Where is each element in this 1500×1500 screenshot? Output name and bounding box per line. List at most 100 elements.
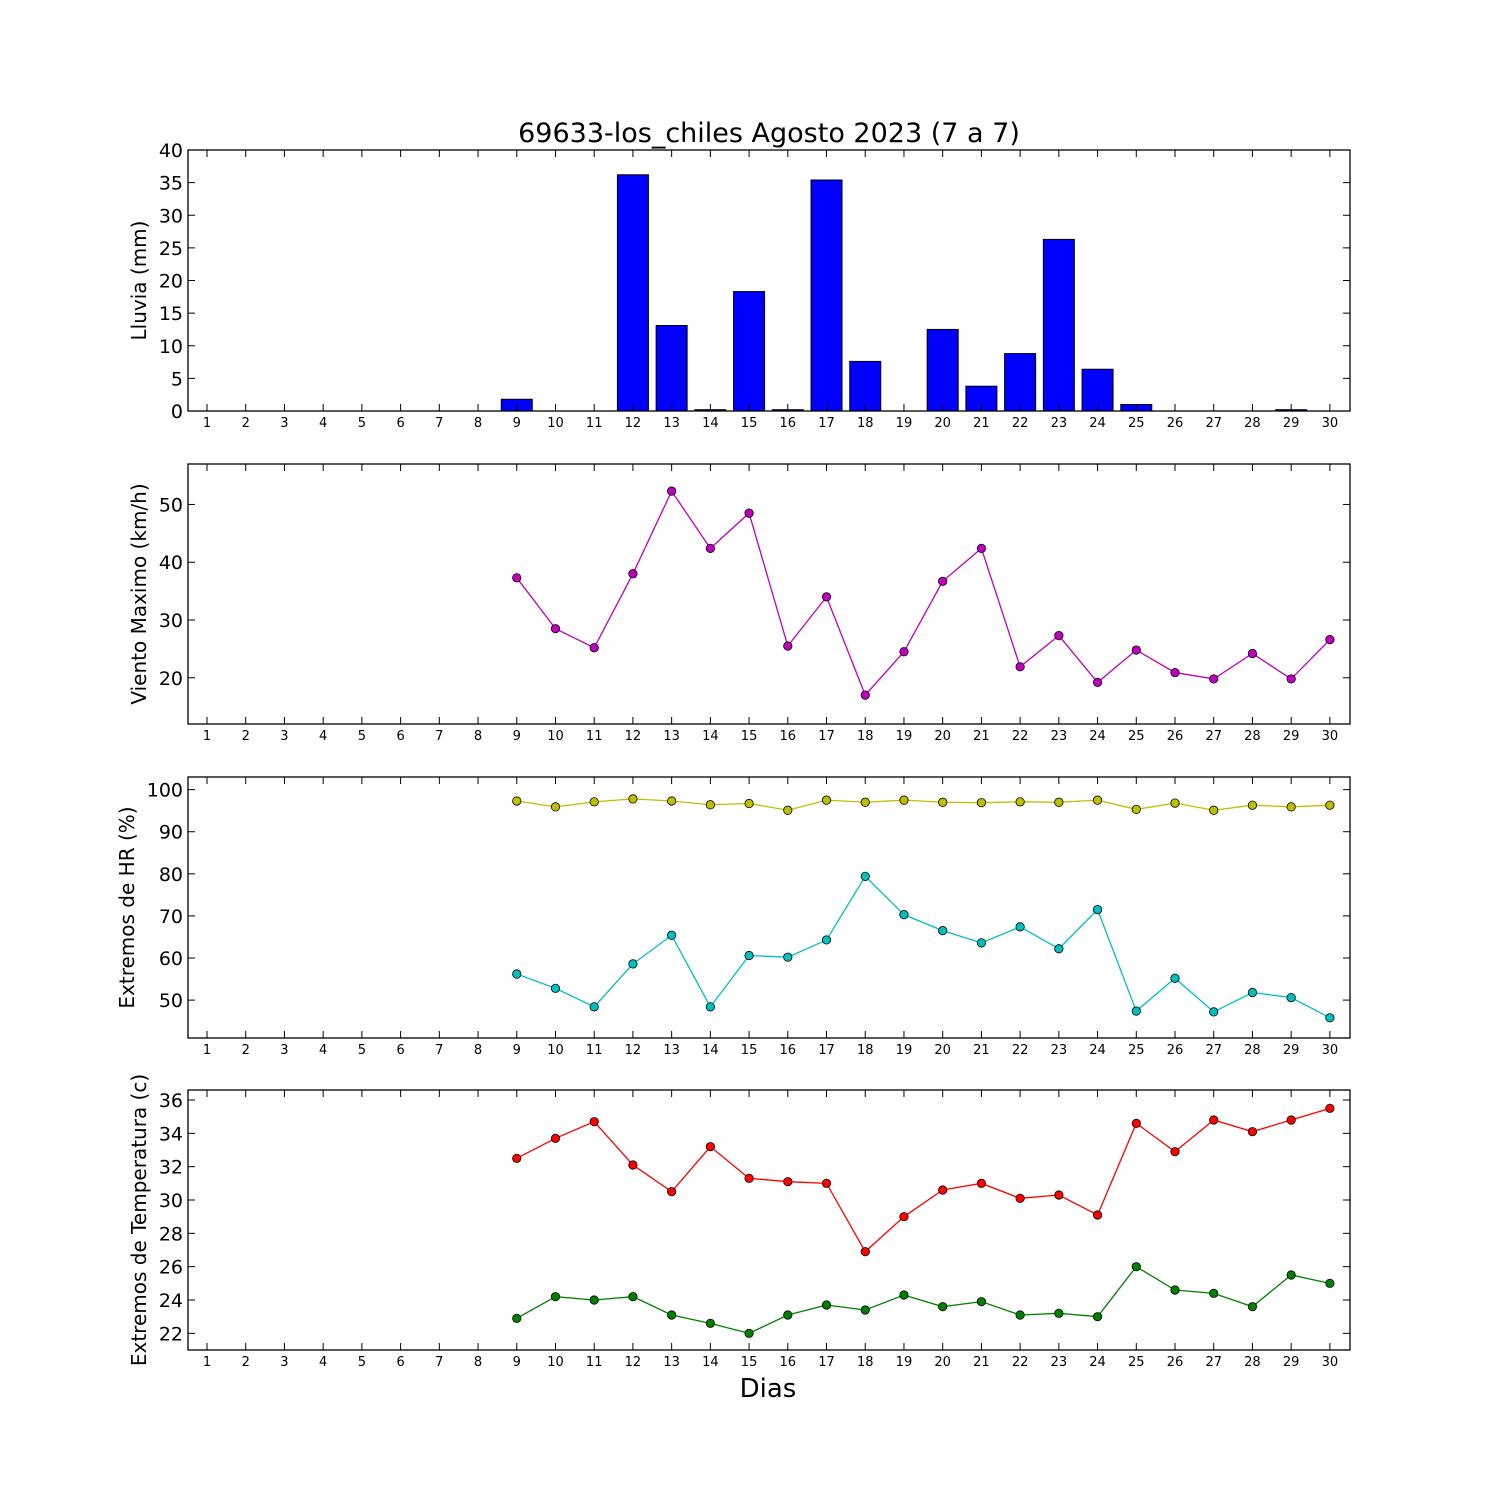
x-tick-label: 28 bbox=[1244, 1043, 1261, 1058]
bar-day-23 bbox=[1042, 238, 1075, 412]
y-tick-label: 20 bbox=[159, 271, 183, 293]
x-tick-label: 1 bbox=[203, 1355, 211, 1370]
series-1-point-day-9 bbox=[512, 573, 522, 583]
series-1-point-day-12 bbox=[628, 569, 638, 579]
x-tick-label: 11 bbox=[586, 1355, 603, 1370]
x-tick-label: 20 bbox=[934, 729, 951, 744]
series-1-point-day-16 bbox=[783, 641, 793, 651]
x-tick-label: 11 bbox=[586, 729, 603, 744]
series-2-point-day-28 bbox=[1247, 987, 1258, 998]
series-1-point-day-18 bbox=[860, 690, 870, 700]
series-2-point-day-20 bbox=[938, 1302, 948, 1312]
series-1-point-day-16 bbox=[783, 1177, 793, 1187]
x-tick-label: 24 bbox=[1089, 1355, 1106, 1370]
x-tick-label: 27 bbox=[1205, 729, 1222, 744]
x-tick-label: 12 bbox=[625, 1043, 642, 1058]
y-tick-label: 60 bbox=[159, 948, 183, 970]
x-tick-label: 14 bbox=[702, 729, 719, 744]
series-1-point-day-30 bbox=[1325, 635, 1335, 645]
series-1-point-day-22 bbox=[1015, 1193, 1025, 1203]
series-1-point-day-23 bbox=[1054, 797, 1064, 807]
series-1-point-day-24 bbox=[1092, 677, 1103, 688]
series-2-point-day-22 bbox=[1015, 922, 1025, 932]
x-tick-label: 30 bbox=[1322, 1043, 1339, 1058]
series-1-point-day-30 bbox=[1325, 1103, 1335, 1113]
series-line-1 bbox=[516, 489, 1331, 697]
x-tick-label: 29 bbox=[1283, 416, 1300, 431]
x-tick-label: 6 bbox=[396, 416, 404, 431]
x-tick-label: 24 bbox=[1089, 729, 1106, 744]
x-tick-label: 5 bbox=[358, 416, 366, 431]
x-tick-label: 21 bbox=[973, 1355, 990, 1370]
bar-day-13 bbox=[655, 325, 688, 412]
series-2-point-day-15 bbox=[744, 950, 754, 961]
series-1-point-day-23 bbox=[1054, 1190, 1064, 1200]
x-tick-label: 27 bbox=[1205, 416, 1222, 431]
series-1-point-day-14 bbox=[705, 800, 715, 810]
series-1-point-day-17 bbox=[821, 795, 832, 805]
series-1-point-day-26 bbox=[1170, 667, 1180, 678]
x-tick-label: 8 bbox=[474, 1355, 482, 1370]
x-tick-label: 24 bbox=[1089, 1043, 1106, 1058]
series-1-point-day-21 bbox=[976, 798, 987, 808]
x-tick-label: 28 bbox=[1244, 416, 1261, 431]
x-tick-label: 26 bbox=[1167, 416, 1184, 431]
y-axis-label: Viento Maximo (km/h) bbox=[127, 483, 151, 704]
series-2-point-day-26 bbox=[1170, 973, 1180, 983]
series-1-point-day-15 bbox=[744, 508, 754, 518]
x-tick-label: 1 bbox=[203, 1043, 211, 1058]
x-tick-label: 18 bbox=[857, 1043, 874, 1058]
x-tick-label: 5 bbox=[358, 729, 366, 744]
x-tick-label: 2 bbox=[242, 729, 250, 744]
x-tick-label: 1 bbox=[203, 729, 211, 744]
y-axis-label: Lluvia (mm) bbox=[127, 221, 151, 341]
series-1-point-day-30 bbox=[1325, 800, 1335, 810]
y-tick-label: 26 bbox=[159, 1257, 183, 1279]
series-1-point-day-27 bbox=[1209, 1115, 1219, 1125]
x-tick-label: 21 bbox=[973, 416, 990, 431]
x-tick-label: 9 bbox=[513, 1355, 521, 1370]
series-2-point-day-16 bbox=[783, 1310, 793, 1320]
series-1-point-day-25 bbox=[1131, 1118, 1141, 1128]
x-tick-label: 21 bbox=[973, 729, 990, 744]
x-tick-label: 13 bbox=[663, 1355, 680, 1370]
x-tick-label: 26 bbox=[1167, 729, 1184, 744]
x-tick-label: 17 bbox=[818, 1043, 835, 1058]
bar-day-20 bbox=[926, 328, 959, 412]
series-1-point-day-9 bbox=[512, 1153, 522, 1163]
x-tick-label: 24 bbox=[1089, 416, 1106, 431]
y-tick-label: 36 bbox=[159, 1090, 183, 1112]
x-tick-label: 6 bbox=[396, 729, 404, 744]
x-tick-label: 19 bbox=[896, 1043, 913, 1058]
series-1-point-day-25 bbox=[1131, 804, 1141, 815]
x-tick-label: 7 bbox=[435, 416, 443, 431]
series-2-point-day-15 bbox=[744, 1328, 754, 1338]
x-tick-label: 15 bbox=[741, 729, 758, 744]
series-1-point-day-16 bbox=[783, 805, 793, 815]
x-tick-label: 4 bbox=[319, 1043, 327, 1058]
series-1-point-day-22 bbox=[1015, 797, 1025, 807]
x-tick-label: 26 bbox=[1167, 1355, 1184, 1370]
y-tick-label: 30 bbox=[159, 205, 183, 227]
x-tick-label: 8 bbox=[474, 1043, 482, 1058]
x-tick-label: 3 bbox=[280, 729, 288, 744]
series-line-2 bbox=[516, 875, 1331, 1019]
series-1-point-day-27 bbox=[1209, 674, 1219, 684]
y-tick-label: 20 bbox=[159, 668, 183, 690]
series-1-point-day-28 bbox=[1247, 1127, 1258, 1137]
series-2-point-day-28 bbox=[1247, 1302, 1258, 1312]
series-1-point-day-12 bbox=[628, 1160, 638, 1170]
series-2-point-day-10 bbox=[550, 1292, 561, 1302]
y-tick-label: 28 bbox=[159, 1223, 183, 1245]
x-tick-label: 20 bbox=[934, 1043, 951, 1058]
x-tick-label: 8 bbox=[474, 729, 482, 744]
plot-frame bbox=[187, 776, 1351, 1039]
series-1-point-day-11 bbox=[589, 797, 599, 807]
series-2-point-day-17 bbox=[821, 935, 832, 945]
series-2-point-day-27 bbox=[1209, 1007, 1219, 1017]
x-tick-label: 6 bbox=[396, 1043, 404, 1058]
x-tick-label: 18 bbox=[857, 729, 874, 744]
x-tick-label: 12 bbox=[625, 1355, 642, 1370]
x-tick-label: 13 bbox=[663, 729, 680, 744]
series-1-point-day-21 bbox=[976, 543, 987, 553]
